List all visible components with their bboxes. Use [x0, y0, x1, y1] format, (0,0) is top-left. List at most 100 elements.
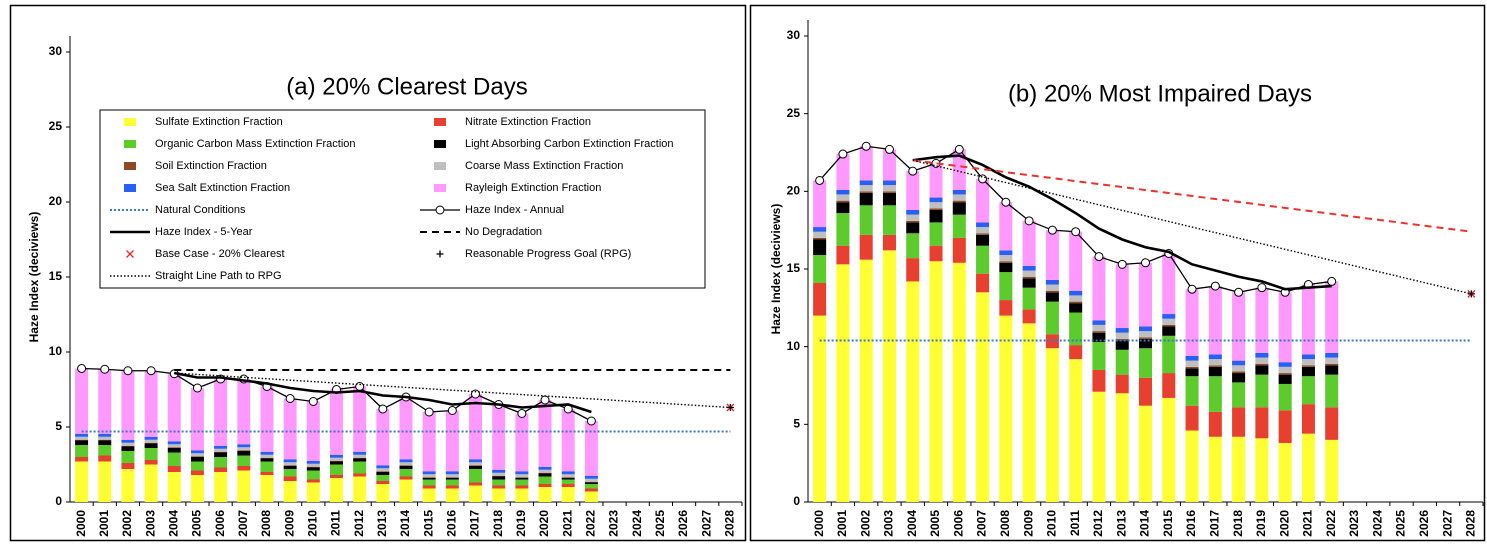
x-tick-label: 2018 — [1231, 510, 1245, 537]
bar-segment — [376, 468, 390, 472]
legend-swatch — [434, 118, 446, 126]
y-tick-label: 15 — [787, 261, 801, 275]
bar-segment — [976, 292, 990, 502]
bar-segment — [515, 471, 529, 475]
bar-segment — [1092, 342, 1106, 370]
bar-segment — [492, 475, 506, 477]
bar-segment — [1301, 365, 1315, 367]
y-tick-label: 30 — [49, 44, 63, 58]
x-tick-label: 2021 — [560, 510, 574, 537]
point — [861, 141, 871, 151]
bar-segment — [1232, 371, 1246, 374]
bar-segment — [1022, 276, 1036, 279]
bar-segment — [144, 442, 158, 444]
bar-segment — [929, 245, 943, 262]
bar-segment — [1232, 382, 1246, 408]
bar-segment — [1278, 410, 1292, 443]
bar-segment — [260, 472, 274, 475]
bar-segment — [329, 475, 343, 478]
bar-segment — [237, 451, 251, 456]
panel-frame — [9, 4, 747, 542]
x-tick-label: 2007 — [236, 510, 250, 537]
bar-segment — [353, 451, 367, 455]
bar-segment — [399, 466, 413, 469]
point — [285, 394, 295, 403]
bar-segment — [859, 192, 873, 206]
bar-segment — [929, 202, 943, 209]
bar-segment — [859, 205, 873, 235]
bar-segment — [836, 245, 850, 265]
bar-segment — [561, 471, 575, 475]
bar-segment — [260, 386, 274, 452]
bar-segment — [283, 462, 297, 466]
bar-segment — [1185, 366, 1199, 369]
bar-segment — [422, 479, 436, 486]
x-tick-label: 2001 — [97, 510, 111, 537]
y-axis-label: Haze Index (deciviews) — [769, 204, 783, 335]
bar-segment — [1115, 340, 1129, 350]
legend-label: Sulfate Extinction Fraction — [155, 116, 283, 128]
bar-segment — [836, 264, 850, 502]
bar-segment — [190, 456, 204, 457]
bar-segment — [167, 448, 181, 453]
bar-segment — [445, 485, 459, 489]
x-tick-label: 2005 — [928, 510, 942, 537]
legend-label: Nitrate Extinction Fraction — [465, 116, 591, 128]
bar-segment — [1092, 256, 1106, 321]
bar-segment — [515, 479, 529, 486]
bar-segment — [306, 482, 320, 502]
bar-segment — [492, 404, 506, 470]
bar-segment — [167, 466, 181, 472]
y-tick-label: 5 — [55, 419, 62, 433]
bar-segment — [1301, 366, 1315, 377]
bar-segment — [237, 444, 251, 448]
line-series — [912, 159, 1472, 295]
bar-segment — [882, 149, 896, 181]
bar-segment — [1092, 320, 1106, 325]
bar-segment — [906, 171, 920, 210]
bar-segment — [1115, 349, 1129, 375]
x-tick-label: 2000 — [74, 510, 88, 537]
bar-segment — [260, 454, 274, 458]
bar-segment — [1069, 345, 1083, 360]
bar-segment — [329, 389, 343, 455]
bar-segment — [836, 194, 850, 201]
x-tick-label: 2005 — [190, 510, 204, 537]
bar-segment — [1069, 290, 1083, 296]
bar-segment — [190, 475, 204, 502]
bar-segment — [584, 488, 598, 492]
point — [308, 397, 318, 406]
bar-segment — [1092, 369, 1106, 392]
bar-segment — [144, 460, 158, 465]
y-tick-label: 25 — [49, 119, 63, 133]
bar-segment — [1162, 397, 1176, 502]
bar-segment — [190, 470, 204, 475]
x-tick-label: 2019 — [1254, 510, 1268, 537]
point — [586, 416, 596, 426]
bar-segment — [1325, 357, 1339, 364]
legend-label: Straight Line Path to RPG — [155, 270, 282, 282]
bar-segment — [1162, 314, 1176, 319]
bar-segment — [306, 463, 320, 467]
bar-segment — [1115, 332, 1129, 339]
x-tick-label: 2015 — [421, 510, 435, 537]
x-tick-label: 2006 — [951, 510, 965, 537]
bar-segment — [260, 457, 274, 459]
bar-segment — [1232, 360, 1246, 366]
bar-segment — [445, 474, 459, 478]
bar-segment — [1278, 374, 1292, 384]
x-tick-label: 2014 — [398, 510, 412, 537]
x-tick-label: 2020 — [1277, 510, 1291, 537]
bar-segment — [75, 445, 89, 457]
bar-segment — [214, 452, 228, 457]
bar-segment — [98, 436, 112, 440]
legend-label: Organic Carbon Mass Extinction Fraction — [155, 138, 356, 150]
bar-segment — [859, 191, 873, 193]
bar-segment — [538, 472, 552, 474]
marker — [726, 404, 734, 411]
bar-segment — [237, 447, 251, 451]
bar-segment — [237, 455, 251, 466]
bar-segment — [813, 227, 827, 232]
x-tick-label: 2000 — [812, 510, 826, 537]
bar-segment — [561, 479, 575, 484]
